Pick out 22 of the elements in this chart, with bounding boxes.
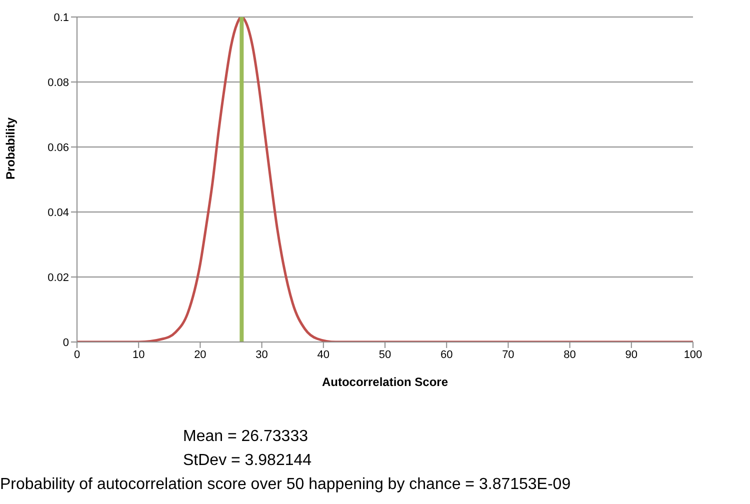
y-tick-label: 0 <box>62 336 69 349</box>
x-tick-label: 60 <box>440 348 453 361</box>
x-tick-label: 100 <box>684 348 702 361</box>
y-axis-title: Probability <box>3 117 18 180</box>
x-tick-label: 40 <box>317 348 330 361</box>
y-tick-label: 0.1 <box>54 12 69 24</box>
y-tick-label: 0.04 <box>48 206 69 219</box>
x-axis-title: Autocorrelation Score <box>322 375 448 389</box>
text: Probability of autocorrelation score over 50 happening by chance = 3.87153E-09 <box>0 475 572 495</box>
y-tick-label: 0.02 <box>48 272 69 284</box>
text: StDev = 3.982144 <box>182 451 313 471</box>
y-tick-label: 0.08 <box>48 76 69 89</box>
x-tick-label: 0 <box>74 348 80 361</box>
text: Mean = 26.73333 <box>182 427 309 447</box>
x-tick-label: 30 <box>256 348 268 361</box>
x-tick-label: 70 <box>502 348 514 361</box>
x-tick-label: 10 <box>132 348 145 361</box>
y-tick-label: 0.06 <box>48 142 69 154</box>
x-tick-label: 20 <box>194 348 206 361</box>
x-tick-label: 80 <box>564 348 576 361</box>
x-tick-label: 90 <box>625 348 638 361</box>
x-tick-label: 50 <box>378 348 392 361</box>
